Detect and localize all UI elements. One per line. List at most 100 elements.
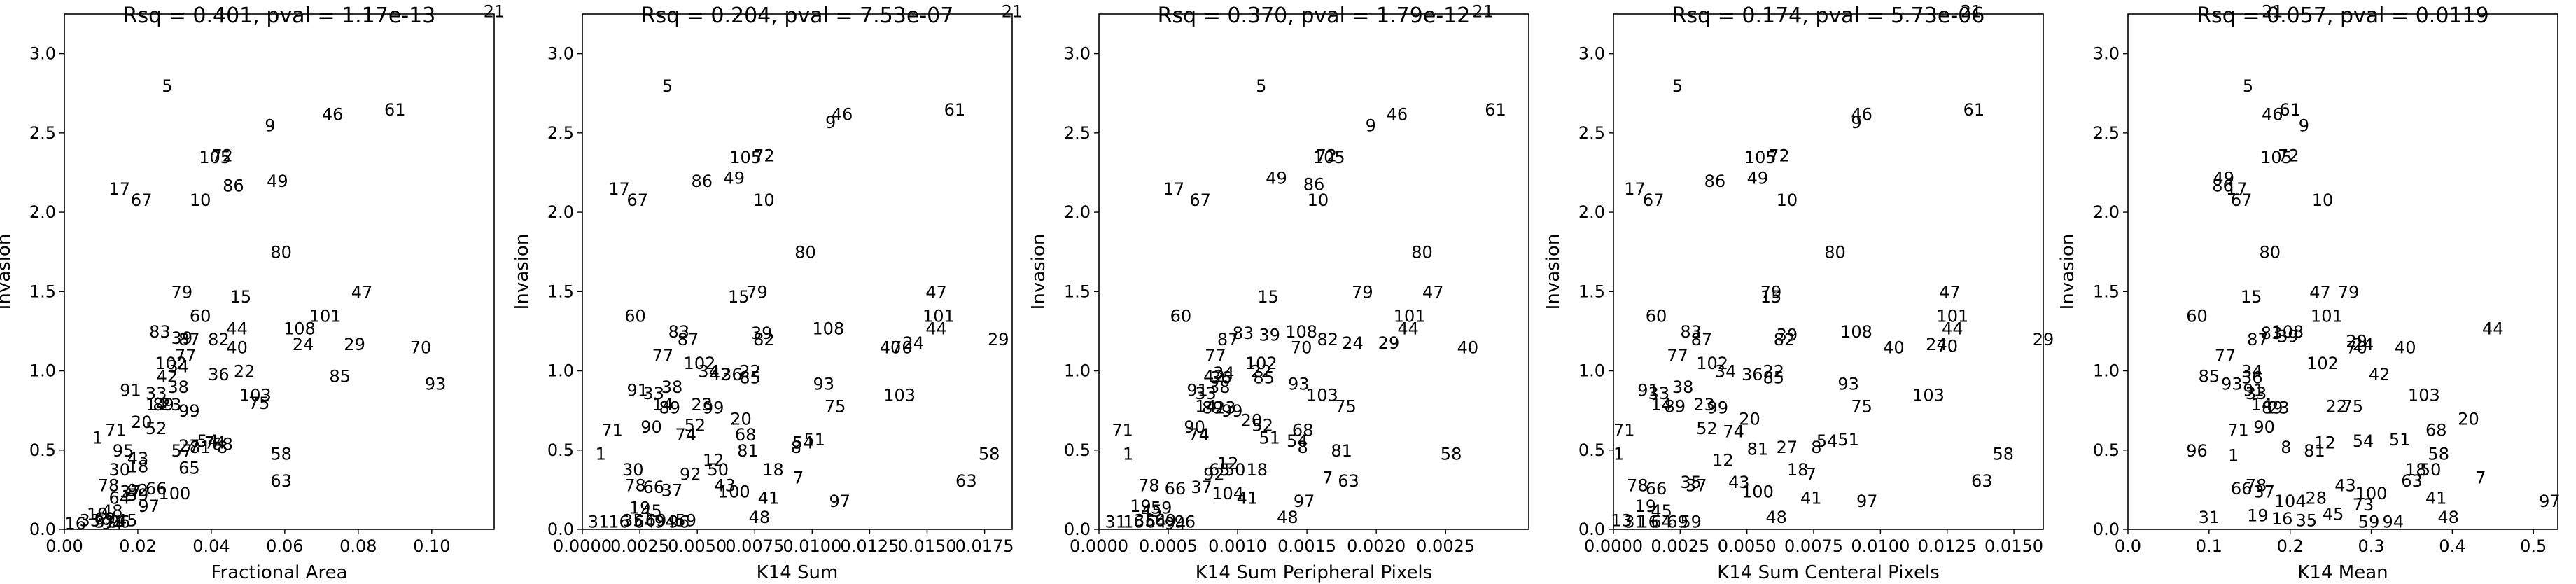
point-label: 74 [675,425,696,445]
point-label: 12 [1712,450,1734,470]
x-tick-label: 0.0005 [1139,536,1198,556]
point-label: 8 [1298,438,1308,457]
point-label: 33 [643,384,665,403]
point-label: 75 [825,396,846,416]
point-label: 85 [2199,366,2220,386]
y-tick-label: 0.5 [1578,440,1605,460]
point-label: 9 [265,116,275,136]
point-label: 108 [284,319,316,338]
y-tick-label: 0.0 [547,520,574,539]
point-label: 104 [1212,484,1244,503]
point-label: 69 [1155,510,1177,530]
point-label: 16 [608,513,630,532]
point-label: 82 [1317,330,1339,349]
point-label: 43 [714,476,736,496]
point-label: 60 [624,306,646,326]
x-tick-label: 0.5 [2520,536,2547,556]
point-label: 42 [157,366,178,386]
point-label: 12 [703,450,724,470]
x-axis-label: K14 Sum Peripheral Pixels [1196,562,1432,583]
point-label: 71 [105,420,127,440]
point-label: 92 [680,465,701,485]
point-label: 15 [1257,287,1279,307]
point-label: 45 [640,501,662,521]
point-label: 27 [178,436,200,456]
point-label: 1 [596,444,606,464]
x-tick-label: 0.0100 [783,536,841,556]
y-axis-label: Invasion [1028,234,1049,310]
point-label: 48 [1277,508,1298,527]
y-axis-label: Invasion [1543,234,1564,310]
point-label: 90 [2253,417,2275,437]
x-tick-label: 0.06 [266,536,303,556]
point-label: 47 [1939,282,1961,302]
x-tick-label: 0.08 [340,536,377,556]
point-label: 60 [190,306,211,326]
point-label: 68 [2426,420,2447,440]
x-tick-label: 0.2 [2277,536,2304,556]
point-label: 36 [1742,365,1763,384]
x-tick-label: 0.0075 [1784,536,1843,556]
x-axis-label: K14 Mean [2297,562,2388,583]
point-label: 77 [1205,346,1226,366]
point-label: 79 [1352,282,1373,302]
point-label: 69 [1667,513,1688,532]
point-label: 18 [1247,460,1268,480]
point-label: 14 [1195,396,1217,416]
chart-title-5: Rsq = 0.057, pval = 0.0119 [2197,4,2488,28]
point-label: 108 [1840,322,1872,342]
point-label: 10 [2312,190,2334,210]
point-label: 59 [675,510,696,530]
point-label: 87 [678,330,699,349]
point-label: 87 [1217,330,1239,349]
x-axis-label: Fractional Area [211,562,347,583]
point-label: 100 [159,484,191,503]
point-label: 24 [1926,335,1947,354]
point-label: 85 [329,366,351,386]
point-label: 46 [1851,105,1872,125]
point-label: 22 [234,362,255,382]
point-label: 80 [1824,243,1846,263]
point-label: 41 [2426,489,2447,508]
point-label: 8 [2281,438,2291,457]
point-label: 94 [2383,513,2404,532]
point-label: 5 [1256,76,1266,96]
x-tick-label: 0.4 [2439,536,2465,556]
point-label: 94 [654,513,676,532]
point-label: 58 [270,444,292,464]
point-label: 44 [1942,319,1963,338]
point-label: 46 [832,105,853,125]
point-label: 39 [1777,325,1798,345]
point-label: 71 [1614,420,1635,440]
point-label: 42 [2369,365,2390,384]
point-label: 87 [1691,330,1713,349]
point-label: 48 [102,501,123,521]
point-label: 5 [2243,76,2253,96]
point-label: 72 [2278,146,2300,166]
point-label: 37 [120,482,141,502]
point-label: 51 [1259,429,1280,448]
x-tick-label: 0.0015 [1278,536,1336,556]
point-label: 45 [1651,501,1672,521]
point-label: 80 [270,243,292,263]
point-label: 80 [1411,243,1433,263]
x-tick-label: 0.0125 [840,536,899,556]
point-label: 19 [629,498,651,517]
point-label: 43 [2334,476,2356,496]
point-label: 67 [1189,190,1211,210]
point-label: 54 [792,433,814,452]
point-label: 68 [211,435,233,454]
point-label: 37 [662,480,683,500]
point-label: 71 [1112,420,1133,440]
point-label: 9 [1366,116,1376,136]
point-label: 64 [108,489,130,508]
point-label: 108 [1285,322,1317,342]
point-label: 47 [2309,282,2331,302]
point-label: 104 [2274,492,2306,511]
x-tick-label: 0.0150 [898,536,957,556]
point-label: 16 [1637,513,1659,532]
point-label: 91 [1637,381,1659,401]
point-label: 19 [87,504,108,524]
axes-frame-1 [64,13,495,530]
point-label: 49 [267,172,288,191]
